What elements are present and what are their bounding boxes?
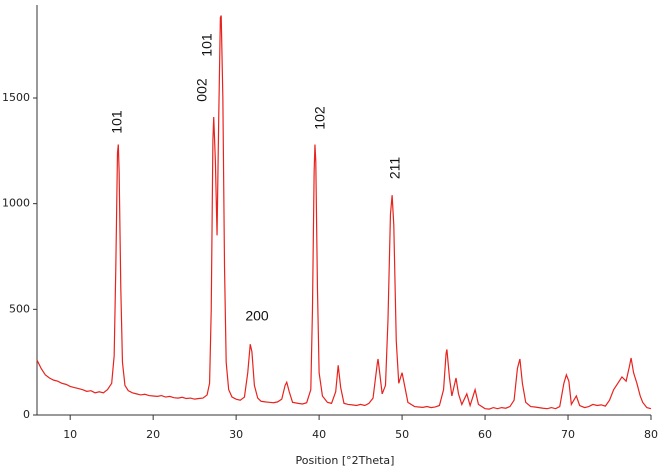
- y-tick-label: 0: [23, 408, 30, 421]
- x-tick-label: 80: [644, 428, 658, 441]
- x-tick-label: 40: [312, 428, 326, 441]
- peak-label: 211: [387, 157, 403, 180]
- x-tick-label: 70: [561, 428, 575, 441]
- peak-label: 002: [194, 78, 210, 102]
- y-tick-label: 1500: [2, 91, 30, 104]
- x-tick-label: 20: [146, 428, 160, 441]
- peak-label: 101: [109, 110, 125, 134]
- x-tick-label: 60: [478, 428, 492, 441]
- peak-label: 101: [199, 33, 215, 57]
- x-axis-label: Position [°2Theta]: [296, 454, 395, 467]
- xrd-line: [36, 15, 652, 410]
- y-tick-label: 1000: [2, 197, 30, 210]
- y-tick-label: 500: [9, 302, 30, 315]
- x-tick-label: 10: [63, 428, 77, 441]
- peak-label: 102: [312, 106, 328, 130]
- x-tick-label: 30: [229, 428, 243, 441]
- x-tick-label: 50: [395, 428, 409, 441]
- peak-label: 200: [245, 308, 269, 324]
